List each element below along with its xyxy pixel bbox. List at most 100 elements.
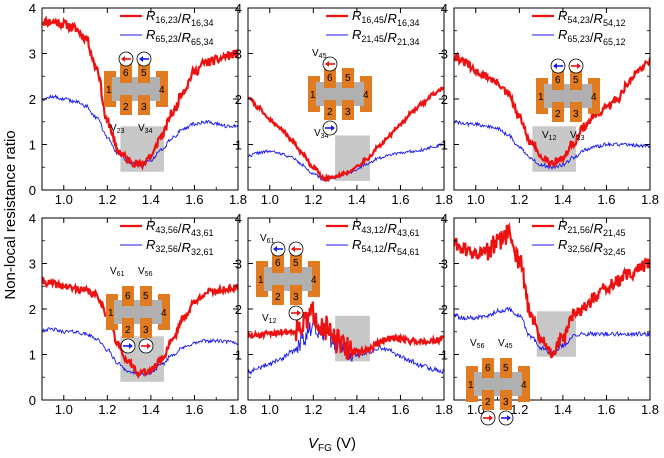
spin-arrowhead-icon xyxy=(273,246,277,252)
legend-symbol: R xyxy=(558,27,567,42)
channel-bar xyxy=(316,82,364,106)
legend-subscript: 16,34 xyxy=(397,18,420,28)
contact-number: 5 xyxy=(345,73,351,84)
y-tick-label: 3 xyxy=(29,47,36,62)
legend-label: R65,23/R65,34 xyxy=(146,27,213,47)
legend-subscript: 21,34 xyxy=(397,37,420,47)
legend-slash: / xyxy=(384,240,388,255)
legend-symbol: R xyxy=(594,30,603,45)
contact-number: 4 xyxy=(161,308,167,319)
series-line-red xyxy=(454,51,650,168)
contact-top-1 xyxy=(120,63,132,83)
contact-bottom-2 xyxy=(342,100,354,120)
legend-slash: / xyxy=(590,11,594,26)
legend-symbol: R xyxy=(352,27,361,42)
contact-number: 4 xyxy=(591,92,597,103)
legend-subscript: 21,45 xyxy=(361,34,384,44)
legend-slash: / xyxy=(590,221,594,236)
voltage-subscript: 61 xyxy=(117,271,125,278)
contact-number: 6 xyxy=(125,291,131,302)
voltage-probe-label: V45 xyxy=(312,48,327,60)
voltage-symbol: V xyxy=(570,130,577,141)
legend-symbol: R xyxy=(352,237,361,252)
contact-number: 5 xyxy=(573,75,579,86)
legend-symbol: R xyxy=(558,218,567,233)
contact-number: 1 xyxy=(310,90,316,101)
x-tick-label: 1.8 xyxy=(229,192,247,207)
x-tick-label: 1.8 xyxy=(229,402,247,417)
x-tick-label: 1.8 xyxy=(641,402,659,417)
contact-bottom-2 xyxy=(138,95,150,115)
series-line-red xyxy=(248,301,444,361)
legend-subscript: 54,12 xyxy=(603,18,626,28)
contact-number: 3 xyxy=(503,397,509,408)
legend-subscript: 32,45 xyxy=(603,247,626,257)
voltage-symbol: V xyxy=(314,128,321,139)
y-tick-label: 1 xyxy=(441,348,448,363)
voltage-subscript: 12 xyxy=(549,135,557,142)
x-tick-label: 1.8 xyxy=(435,402,453,417)
legend-symbol: R xyxy=(352,218,361,233)
spin-arrowhead-icon xyxy=(139,56,143,62)
contact-number: 2 xyxy=(485,397,491,408)
x-tick-label: 1.8 xyxy=(435,192,453,207)
contact-number: 1 xyxy=(106,85,112,96)
x-tick-label: 1.0 xyxy=(261,402,279,417)
legend-subscript: 16,45 xyxy=(361,15,384,25)
channel-bar xyxy=(264,267,312,291)
contact-number: 4 xyxy=(311,275,317,286)
voltage-symbol: V xyxy=(110,123,117,134)
voltage-probe-label: V45 xyxy=(498,338,513,350)
spin-arrowhead-icon xyxy=(325,61,329,67)
legend-symbol: R xyxy=(182,30,191,45)
legend-subscript: 65,34 xyxy=(191,37,214,47)
contact-bottom-2 xyxy=(500,390,512,410)
contact-top-2 xyxy=(290,253,302,273)
contact-top-1 xyxy=(324,68,336,88)
voltage-probe-label: V61 xyxy=(110,266,125,278)
x-tick-label: 1.4 xyxy=(554,402,572,417)
spin-arrowhead-icon xyxy=(489,415,493,421)
contact-number: 4 xyxy=(363,90,369,101)
contact-bottom-1 xyxy=(552,102,564,122)
legend-subscript: 43,61 xyxy=(397,228,420,238)
legend-subscript: 65,23 xyxy=(155,34,178,44)
voltage-symbol: V xyxy=(542,130,549,141)
legend-label: R54,12/R54,61 xyxy=(352,237,419,257)
contact-top-2 xyxy=(342,68,354,88)
channel-bar xyxy=(544,84,592,108)
legend-subscript: 21,45 xyxy=(603,228,626,238)
x-tick-label: 1.4 xyxy=(142,402,160,417)
voltage-symbol: V xyxy=(470,338,477,349)
legend-symbol: R xyxy=(594,221,603,236)
x-tick-label: 1.0 xyxy=(55,402,73,417)
y-tick-label: 3 xyxy=(441,257,448,272)
legend-slash: / xyxy=(178,221,182,236)
contact-top-1 xyxy=(272,253,284,273)
voltage-probe-label: V56 xyxy=(138,266,153,278)
y-tick-label: 1 xyxy=(235,348,242,363)
contact-number: 5 xyxy=(503,363,509,374)
legend-subscript: 16,23 xyxy=(155,15,178,25)
x-tick-label: 1.0 xyxy=(467,402,485,417)
contact-top-2 xyxy=(500,358,512,378)
y-tick-label: 3 xyxy=(441,47,448,62)
legend-label: R43,12/R43,61 xyxy=(352,218,419,238)
legend-symbol: R xyxy=(182,240,191,255)
contact-number: 3 xyxy=(345,107,351,118)
contact-number: 6 xyxy=(555,75,561,86)
contact-number: 5 xyxy=(141,68,147,79)
y-tick-label: 3 xyxy=(235,47,242,62)
legend-subscript: 54,12 xyxy=(361,244,384,254)
y-tick-label: 4 xyxy=(29,211,36,226)
contact-number: 3 xyxy=(293,292,299,303)
voltage-subscript: 45 xyxy=(319,53,327,60)
y-tick-label: 4 xyxy=(441,211,448,226)
spin-arrowhead-icon xyxy=(147,343,151,349)
channel-bar xyxy=(112,77,160,101)
